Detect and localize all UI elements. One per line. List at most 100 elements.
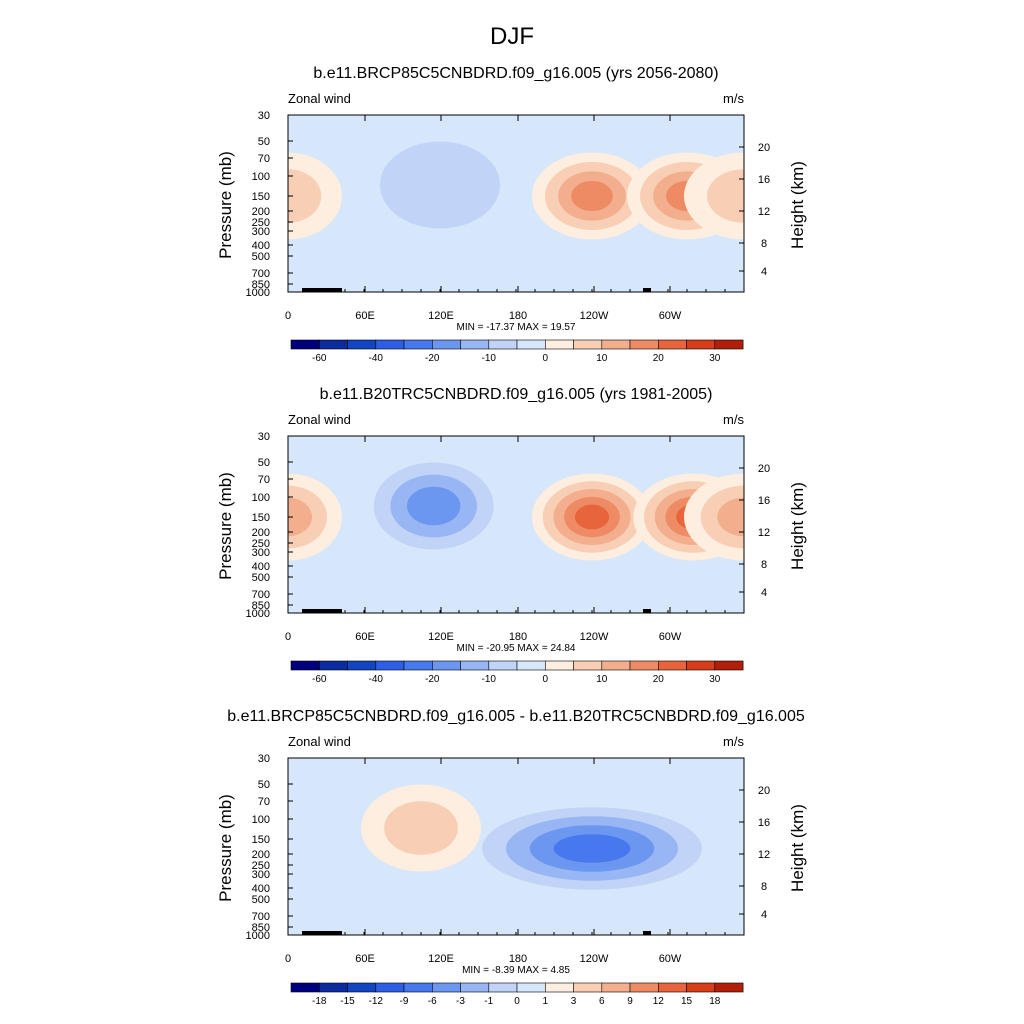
topography xyxy=(302,609,342,613)
x-tick-label: 120W xyxy=(580,631,609,643)
left-string: Zonal wind xyxy=(288,412,351,427)
y-right-tick-label: 4 xyxy=(761,909,767,921)
y-tick-label: 1000 xyxy=(246,287,270,299)
colorbar-label: 30 xyxy=(709,353,721,364)
contour-fill xyxy=(717,497,744,537)
panel-title: b.e11.BRCP85C5CNBDRD.f09_g16.005 (yrs 20… xyxy=(313,65,718,82)
x-tick-label: 0 xyxy=(285,631,291,643)
topography xyxy=(643,931,651,935)
x-tick-label: 0 xyxy=(285,953,291,965)
y-tick-label: 500 xyxy=(252,894,270,906)
y-tick-label: 850 xyxy=(252,279,270,291)
colorbar-box xyxy=(290,339,320,350)
colorbar-box xyxy=(290,660,320,671)
y-tick-label: 70 xyxy=(258,153,270,165)
colorbar-box xyxy=(544,339,574,350)
colorbar-label: 15 xyxy=(681,996,693,1007)
y-right-tick-label: 8 xyxy=(761,559,767,571)
y-tick-label: 200 xyxy=(252,527,270,539)
colorbar-label: -40 xyxy=(369,674,384,685)
y-right-axis-title: Height (km) xyxy=(788,804,807,892)
colorbar-label: -18 xyxy=(312,996,327,1007)
colorbar-box xyxy=(290,982,320,993)
contour-fill xyxy=(288,497,312,537)
min-max-stats: MIN = -17.37 MAX = 19.57 xyxy=(457,322,576,333)
colorbar-label: 18 xyxy=(709,996,721,1007)
colorbar-label: 0 xyxy=(514,996,520,1007)
y-tick-label: 250 xyxy=(252,217,270,229)
contour-fill xyxy=(571,180,613,212)
colorbar-box xyxy=(629,660,659,671)
contour-fill xyxy=(288,169,322,223)
x-tick-label: 0 xyxy=(285,310,291,322)
contour-fill xyxy=(384,801,458,855)
colorbar-box xyxy=(375,660,405,671)
colorbar-label: 0 xyxy=(542,353,548,364)
colorbar-label: -60 xyxy=(312,353,327,364)
colorbar-label: 6 xyxy=(599,996,605,1007)
colorbar-box xyxy=(516,339,546,350)
y-tick-label: 30 xyxy=(258,431,270,443)
y-tick-label: 850 xyxy=(252,922,270,934)
colorbar-label: 3 xyxy=(571,996,577,1007)
y-tick-label: 1000 xyxy=(246,608,270,620)
colorbar-box xyxy=(403,660,433,671)
x-tick-label: 60E xyxy=(355,631,375,643)
contour-fill xyxy=(574,504,610,530)
colorbar-label: 20 xyxy=(653,353,665,364)
y-tick-label: 150 xyxy=(252,191,270,203)
y-right-tick-label: 8 xyxy=(761,881,767,893)
colorbar-box xyxy=(347,339,377,350)
plot-area xyxy=(288,115,744,292)
y-right-axis-title: Height (km) xyxy=(788,482,807,570)
y-tick-label: 300 xyxy=(252,547,270,559)
colorbar-label: -12 xyxy=(369,996,384,1007)
colorbar-label: -20 xyxy=(425,674,440,685)
colorbar-box xyxy=(714,660,744,671)
colorbar-box xyxy=(573,982,603,993)
colorbar-box xyxy=(516,660,546,671)
y-tick-label: 50 xyxy=(258,457,270,469)
y-tick-label: 50 xyxy=(258,779,270,791)
panel-title: b.e11.B20TRC5CNBDRD.f09_g16.005 (yrs 198… xyxy=(320,386,713,403)
y-right-tick-label: 16 xyxy=(758,817,770,829)
y-tick-label: 250 xyxy=(252,860,270,872)
panel-title: b.e11.BRCP85C5CNBDRD.f09_g16.005 - b.e11… xyxy=(227,708,805,725)
colorbar-box xyxy=(460,660,490,671)
colorbar-box xyxy=(686,339,716,350)
y-tick-label: 300 xyxy=(252,869,270,881)
colorbar-box xyxy=(488,339,518,350)
contour-fill xyxy=(380,141,500,229)
y-tick-label: 400 xyxy=(252,883,270,895)
y-tick-label: 300 xyxy=(252,226,270,238)
colorbar-box xyxy=(347,982,377,993)
colorbar-box xyxy=(629,982,659,993)
colorbar-box xyxy=(488,660,518,671)
y-right-tick-label: 16 xyxy=(758,174,770,186)
plot-area xyxy=(288,436,744,613)
y-tick-label: 150 xyxy=(252,512,270,524)
y-tick-label: 30 xyxy=(258,753,270,765)
x-tick-label: 120E xyxy=(428,631,454,643)
x-tick-label: 60E xyxy=(355,953,375,965)
y-tick-label: 70 xyxy=(258,796,270,808)
contour-fill xyxy=(553,834,631,863)
colorbar-box xyxy=(629,339,659,350)
colorbar-box xyxy=(544,660,574,671)
topography xyxy=(302,931,342,935)
colorbar-label: -60 xyxy=(312,674,327,685)
colorbar-box xyxy=(516,982,546,993)
colorbar-box xyxy=(686,982,716,993)
colorbar-box xyxy=(657,982,687,993)
panel-1: b.e11.BRCP85C5CNBDRD.f09_g16.005 (yrs 20… xyxy=(216,65,807,364)
y-tick-label: 30 xyxy=(258,110,270,122)
min-max-stats: MIN = -20.95 MAX = 24.84 xyxy=(457,643,576,654)
units-label: m/s xyxy=(723,734,744,749)
colorbar-box xyxy=(544,982,574,993)
y-tick-label: 400 xyxy=(252,561,270,573)
y-right-tick-label: 8 xyxy=(761,238,767,250)
y-tick-label: 500 xyxy=(252,251,270,263)
x-tick-label: 180 xyxy=(509,953,527,965)
y-tick-label: 700 xyxy=(252,589,270,601)
